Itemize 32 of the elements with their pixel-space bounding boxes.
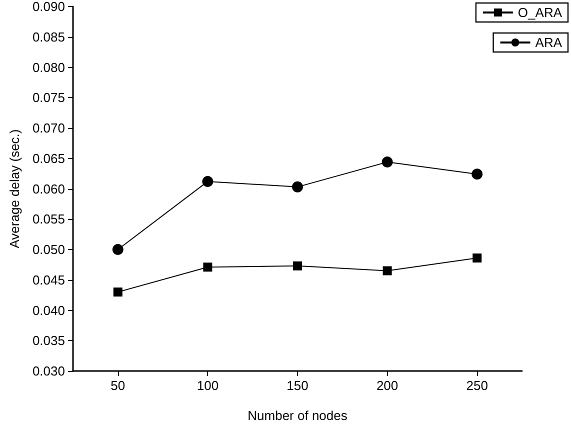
y-tick-label: 0.085 <box>32 29 65 44</box>
point <box>293 261 302 270</box>
x-tick-label: 100 <box>196 378 219 393</box>
y-tick-label: 0.030 <box>32 364 65 378</box>
point <box>472 254 482 263</box>
point <box>472 168 483 180</box>
legend-label: ARA <box>535 35 562 50</box>
point <box>382 266 392 276</box>
x-tick-label: 150 <box>286 378 308 393</box>
y-tick-label: 0.075 <box>32 90 65 106</box>
y-tick-label: 0.080 <box>32 60 65 75</box>
y-tick-label: 0.035 <box>32 333 65 348</box>
point <box>202 176 214 187</box>
y-tick-label: 0.040 <box>32 302 65 318</box>
y-axis-title: Average delay (sec.) <box>7 129 22 248</box>
point <box>203 262 212 272</box>
point <box>382 156 393 168</box>
y-tick-label: 0.090 <box>32 0 65 14</box>
point <box>112 244 124 255</box>
y-tick-label: 0.060 <box>32 181 65 196</box>
y-tick-label: 0.050 <box>32 242 65 257</box>
y-tick-label: 0.070 <box>32 120 65 136</box>
x-tick-label: 250 <box>466 378 488 393</box>
x-axis-title: Number of nodes <box>248 408 348 423</box>
y-tick-label: 0.055 <box>32 212 65 227</box>
point <box>292 181 303 192</box>
legend-label: O_ARA <box>518 5 562 20</box>
point <box>113 288 122 297</box>
x-tick-label: 200 <box>376 378 398 393</box>
y-tick-label: 0.065 <box>32 150 65 166</box>
y-tick-label: 0.045 <box>32 272 65 288</box>
x-tick-label: 50 <box>110 378 126 393</box>
